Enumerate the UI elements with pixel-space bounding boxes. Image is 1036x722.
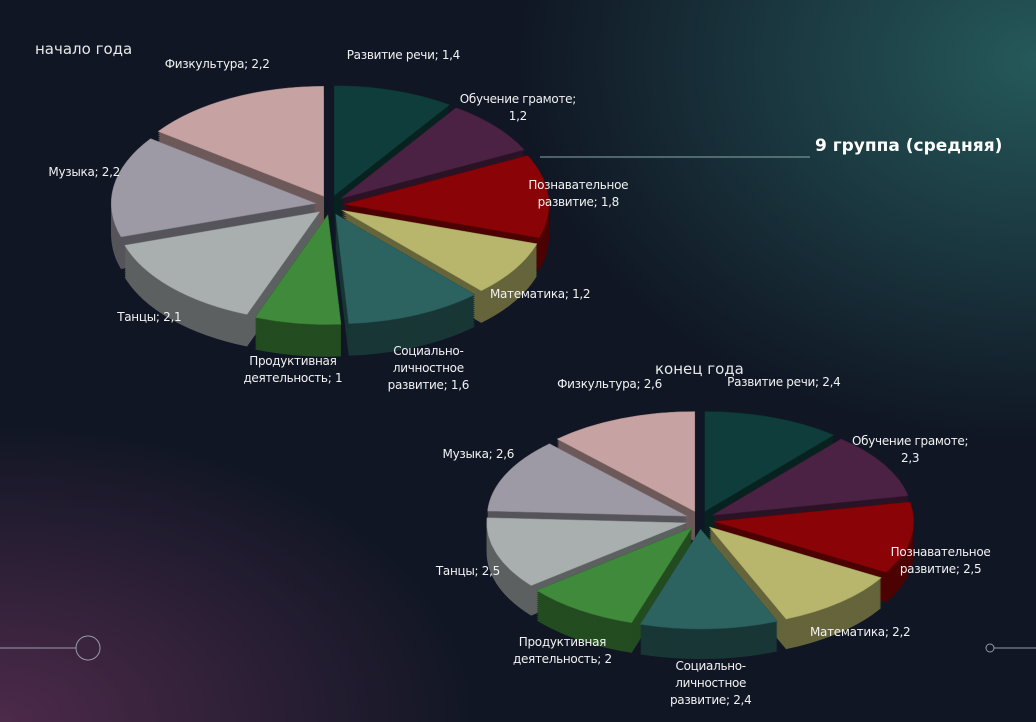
pie-slice: [535, 526, 693, 624]
data-label: Социально-личностное развитие; 1,6: [387, 343, 470, 392]
data-label: Танцы; 2,5: [435, 564, 500, 579]
data-label: Развитие речи; 1,4: [346, 47, 461, 62]
chart-title: начало года: [35, 40, 133, 58]
pie-slice: [556, 411, 696, 512]
pie-slice: [343, 155, 550, 239]
pie-slice: [708, 526, 882, 620]
data-label: Математика; 1,2: [489, 287, 591, 302]
data-label: Познавательное развитие; 2,5: [890, 544, 991, 576]
pie-slice: [124, 211, 321, 315]
data-label: Танцы; 2,1: [117, 309, 182, 324]
pie-slice: [340, 107, 525, 199]
pie-slice: [335, 213, 476, 325]
pie-slice: [711, 438, 909, 516]
data-label: Музыка; 2,2: [48, 165, 120, 180]
pie-slice: [486, 517, 687, 586]
data-label: Развитие речи; 2,4: [727, 375, 841, 390]
data-label: Физкультура; 2,6: [557, 376, 662, 391]
data-label: Обучение грамоте; 2,3: [851, 434, 969, 466]
pie-slice: [639, 528, 778, 630]
pie-slice: [704, 411, 835, 512]
deco-circle: [75, 635, 101, 661]
data-label: Музыка; 2,6: [442, 446, 515, 461]
pie-slice: [713, 501, 914, 573]
data-label: Математика; 2,2: [809, 625, 911, 640]
slide-title: 9 группа (средняя): [815, 136, 1003, 156]
data-label: Физкультура; 2,2: [164, 57, 270, 72]
data-label: Познавательное развитие; 1,8: [528, 177, 629, 209]
pie-slice: [341, 209, 538, 292]
data-label: Продуктивная деятельность; 1: [243, 354, 343, 386]
pie-slice: [157, 86, 324, 197]
data-label: Обучение грамоте; 1,2: [459, 92, 577, 124]
pie-slice: [487, 443, 688, 517]
deco-circle: [985, 643, 995, 653]
data-label: Социально-личностное развитие; 2,4: [669, 658, 752, 707]
pie-slice: [254, 213, 342, 325]
pie-slice: [110, 138, 318, 238]
data-label: Продуктивная деятельность; 2: [512, 635, 612, 667]
chart-title: конец года: [655, 360, 744, 378]
pie-slice: [333, 85, 451, 197]
